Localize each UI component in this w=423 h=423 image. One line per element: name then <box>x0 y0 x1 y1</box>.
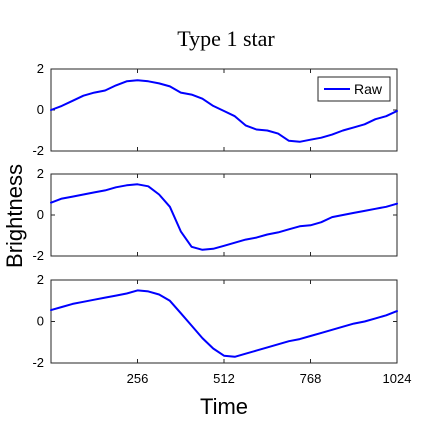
series-line-raw <box>50 79 398 143</box>
y-tick-label: 0 <box>37 102 44 117</box>
panel-3: -2 0 2 256 512 768 1024 <box>32 272 411 386</box>
x-axis-label: Time <box>200 394 248 419</box>
x-tick-label: 256 <box>127 371 149 386</box>
series-line-raw <box>50 183 398 251</box>
chart-title: Type 1 star <box>177 26 275 51</box>
x-tick-label: 1024 <box>383 371 412 386</box>
x-tick-label: 768 <box>300 371 322 386</box>
y-tick-label: 0 <box>37 314 44 329</box>
series-line-raw <box>50 289 398 358</box>
legend: Raw <box>317 76 391 102</box>
y-tick-label: -2 <box>32 248 44 263</box>
y-tick-label: -2 <box>32 143 44 158</box>
legend-label: Raw <box>354 81 383 97</box>
y-tick-label: 2 <box>37 272 44 287</box>
x-tick-label: 512 <box>213 371 235 386</box>
y-tick-label: 2 <box>37 61 44 76</box>
panel-2: -2 0 2 <box>32 166 398 263</box>
legend-box <box>317 76 391 102</box>
plot-area-frame <box>50 279 398 364</box>
y-tick-label: 2 <box>37 166 44 181</box>
y-tick-label: -2 <box>32 355 44 370</box>
chart-panels: -2 0 2 Raw -2 0 2 -2 0 2 256 512 768 1024 <box>32 61 411 386</box>
panel-1: -2 0 2 Raw <box>32 61 398 158</box>
y-axis-label: Brightness <box>2 164 27 268</box>
y-tick-label: 0 <box>37 207 44 222</box>
